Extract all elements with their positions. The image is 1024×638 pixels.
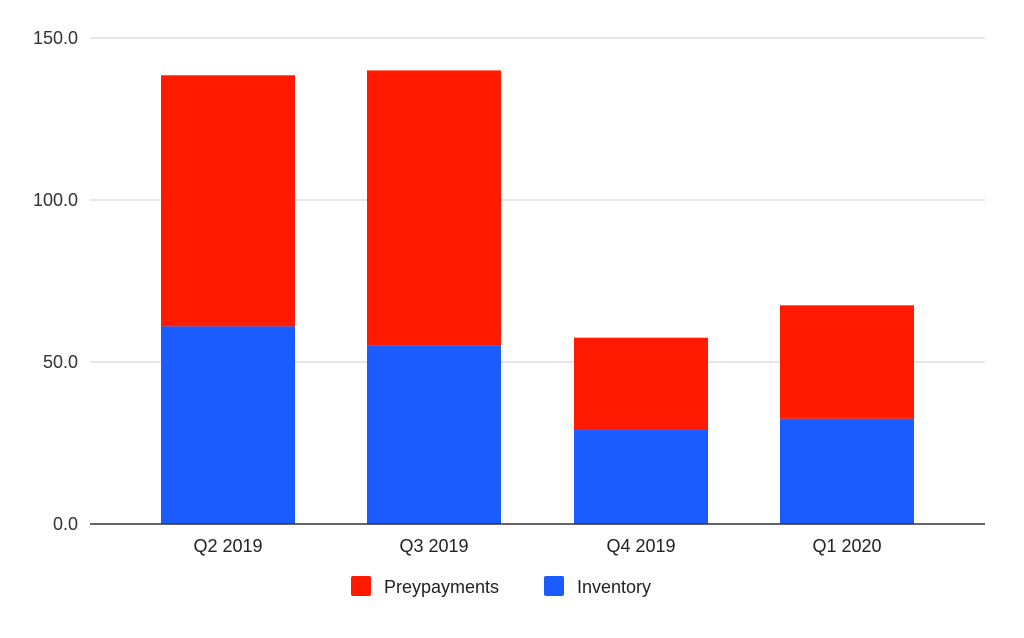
bar-inventory-q4-2019 bbox=[574, 430, 708, 524]
y-tick-label: 50.0 bbox=[43, 352, 78, 372]
bars bbox=[161, 70, 914, 524]
legend-label-inventory: Inventory bbox=[577, 577, 651, 597]
bar-inventory-q1-2020 bbox=[780, 418, 914, 524]
legend: Preypayments Inventory bbox=[351, 576, 651, 597]
legend-swatch-inventory bbox=[544, 576, 564, 596]
y-tick-label: 100.0 bbox=[33, 190, 78, 210]
x-axis-labels: Q2 2019 Q3 2019 Q4 2019 Q1 2020 bbox=[193, 536, 881, 556]
bar-inventory-q3-2019 bbox=[367, 345, 501, 524]
bar-preypayments-q2-2019 bbox=[161, 75, 295, 327]
y-axis-ticks: 0.0 50.0 100.0 150.0 bbox=[33, 28, 78, 534]
bar-preypayments-q1-2020 bbox=[780, 305, 914, 419]
legend-swatch-preypayments bbox=[351, 576, 371, 596]
bar-preypayments-q3-2019 bbox=[367, 70, 501, 346]
x-category-label: Q2 2019 bbox=[193, 536, 262, 556]
legend-label-preypayments: Preypayments bbox=[384, 577, 499, 597]
y-tick-label: 0.0 bbox=[53, 514, 78, 534]
x-category-label: Q1 2020 bbox=[812, 536, 881, 556]
bar-inventory-q2-2019 bbox=[161, 326, 295, 524]
y-tick-label: 150.0 bbox=[33, 28, 78, 48]
bar-preypayments-q4-2019 bbox=[574, 337, 708, 431]
x-category-label: Q3 2019 bbox=[399, 536, 468, 556]
x-category-label: Q4 2019 bbox=[606, 536, 675, 556]
